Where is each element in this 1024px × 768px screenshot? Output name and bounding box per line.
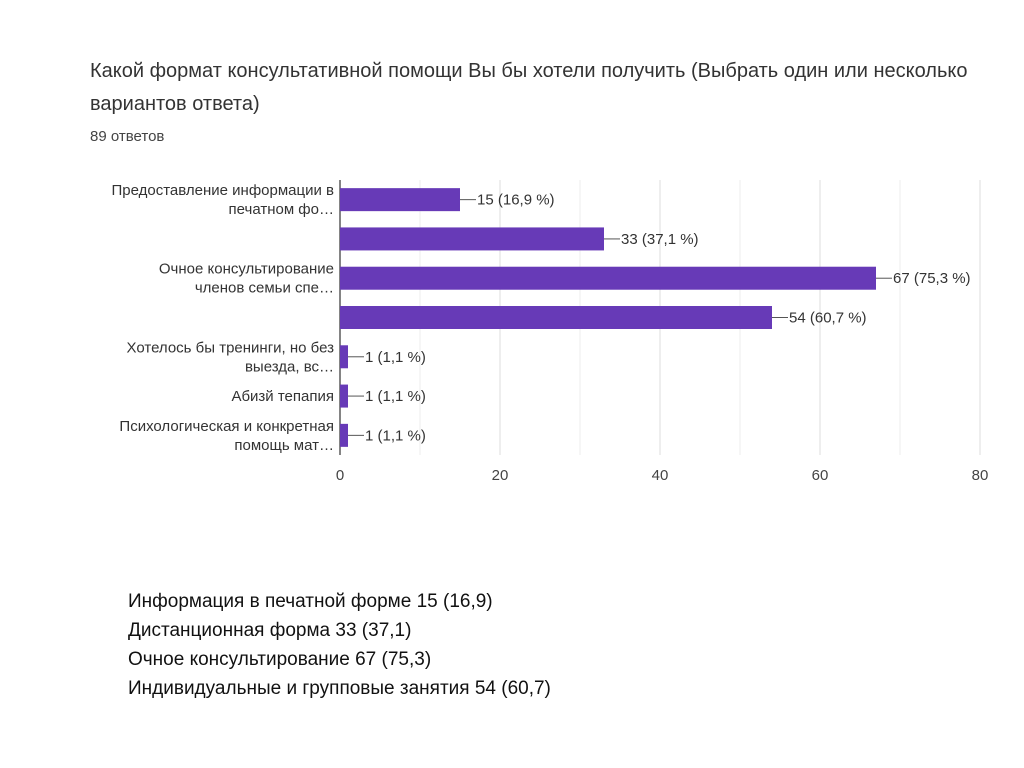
data-label: 1 (1,1 %) [365,427,426,444]
category-label: помощь мат… [234,437,334,454]
data-label: 33 (37,1 %) [621,231,699,248]
category-label: Предоставление информации в [112,182,335,199]
category-label: Хотелось бы тренинги, но без [127,339,335,356]
category-label: печатном фо… [229,201,334,218]
chart-title: Какой формат консультативной помощи Вы б… [90,60,968,115]
x-tick-label: 80 [972,467,989,484]
bar [340,227,604,251]
x-tick-label: 60 [812,467,829,484]
summary-note-sessions: Индивидуальные и групповые занятия 54 (6… [128,678,551,699]
bar [340,345,348,369]
x-tick-label: 40 [652,467,669,484]
category-label: выезда, вс… [245,358,334,375]
bar [340,306,772,329]
summary-note-in-person: Очное консультирование 67 (75,3) [128,649,432,670]
data-label: 1 (1,1 %) [365,388,426,405]
data-label: 15 (16,9 %) [477,192,555,209]
category-label: членов семьи спе… [195,280,334,297]
category-label: Очное консультирование [159,261,334,278]
bar [340,423,348,447]
data-label: 1 (1,1 %) [365,349,426,366]
x-tick-label: 0 [336,467,344,484]
summary-notes: Информация в печатной форме 15 (16,9) Ди… [128,587,551,703]
bar [340,266,876,290]
x-tick-label: 20 [492,467,509,484]
bar [340,188,460,212]
data-label: 67 (75,3 %) [893,270,971,287]
category-label: Абизй тепапия [231,388,334,405]
summary-note-remote: Дистанционная форма 33 (37,1) [128,620,412,641]
category-label: Психологическая и конкретная [119,418,334,435]
summary-note-printed: Информация в печатной форме 15 (16,9) [128,591,493,612]
data-label: 54 (60,7 %) [789,310,867,327]
response-count: 89 ответов [90,128,165,145]
bar-chart: 0 20 40 60 80 15 (16,9 %) Предоставление инфор… [112,180,989,484]
bar [340,384,348,408]
